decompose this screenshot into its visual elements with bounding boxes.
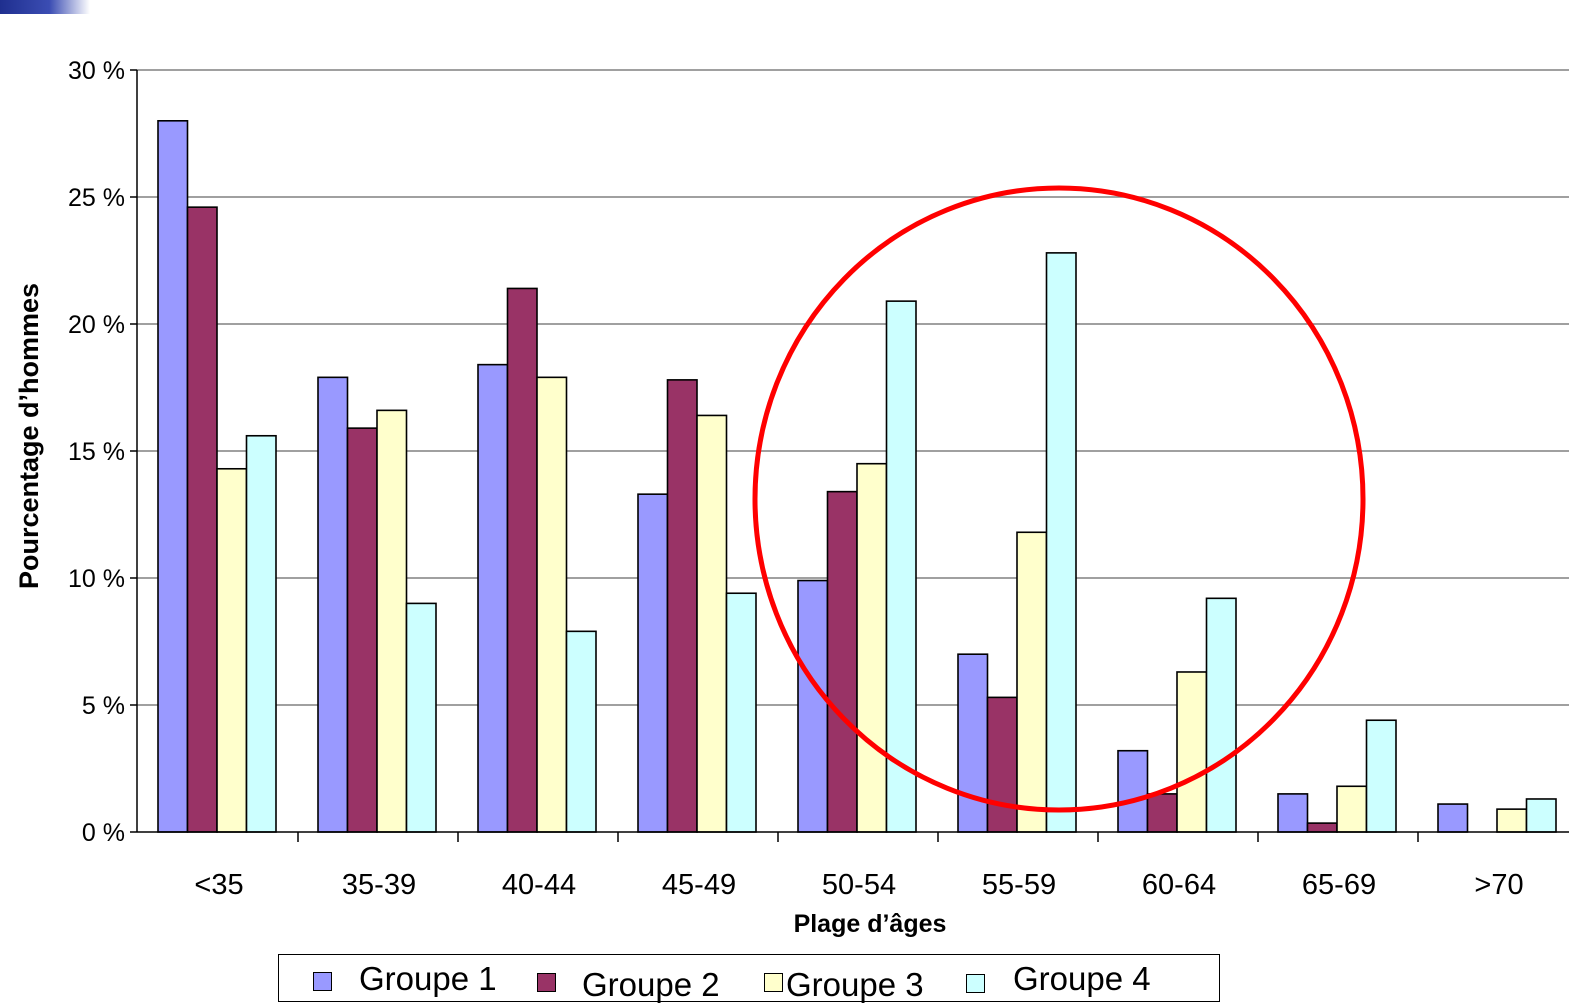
bars bbox=[157, 120, 1557, 833]
y-tick-label: 25 % bbox=[68, 184, 125, 212]
bar-groupe-3 bbox=[536, 376, 568, 833]
bar-groupe-1 bbox=[1117, 749, 1149, 833]
bar-groupe-4 bbox=[405, 602, 437, 833]
bar-groupe-1 bbox=[957, 653, 989, 833]
bar-groupe-1 bbox=[1277, 793, 1309, 833]
bar-groupe-1 bbox=[1437, 803, 1469, 833]
x-tick-label: >70 bbox=[1474, 869, 1523, 901]
bar-groupe-3 bbox=[216, 467, 248, 833]
bar-groupe-3 bbox=[696, 414, 728, 833]
legend-label: Groupe 2 bbox=[582, 966, 720, 1003]
legend-swatch bbox=[537, 973, 556, 992]
axes bbox=[130, 69, 1569, 842]
bar-groupe-2 bbox=[986, 696, 1018, 833]
bar-groupe-4 bbox=[245, 434, 277, 833]
bar-groupe-2 bbox=[1146, 793, 1178, 833]
bar-groupe-1 bbox=[477, 363, 509, 833]
x-tick-label: 60-64 bbox=[1142, 869, 1216, 901]
bar-groupe-2 bbox=[506, 287, 538, 833]
x-tick-label: 45-49 bbox=[662, 869, 736, 901]
bar-groupe-1 bbox=[797, 579, 829, 833]
bar-groupe-4 bbox=[885, 300, 917, 833]
x-tick-label: 50-54 bbox=[822, 869, 896, 901]
bar-groupe-3 bbox=[1176, 671, 1208, 833]
bar-groupe-3 bbox=[856, 462, 888, 833]
y-tick-label: 15 % bbox=[68, 438, 125, 466]
bar-groupe-4 bbox=[725, 592, 757, 833]
bar-groupe-1 bbox=[157, 120, 189, 833]
legend-swatch bbox=[764, 973, 783, 992]
y-tick-label: 0 % bbox=[82, 819, 125, 847]
y-tick-label: 5 % bbox=[82, 692, 125, 720]
y-tick-label: 30 % bbox=[68, 57, 125, 85]
legend: Groupe 1 Groupe 2 Groupe 3 Groupe 4 bbox=[278, 954, 1220, 1002]
legend-label: Groupe 3 bbox=[786, 966, 924, 1003]
bar-groupe-1 bbox=[317, 376, 349, 833]
bar-groupe-4 bbox=[1525, 798, 1557, 833]
bar-groupe-2 bbox=[826, 490, 858, 833]
y-tick-label: 20 % bbox=[68, 311, 125, 339]
x-tick-label: 65-69 bbox=[1302, 869, 1376, 901]
bar-groupe-2 bbox=[1306, 822, 1338, 833]
bar-groupe-4 bbox=[1045, 252, 1077, 833]
bar-groupe-4 bbox=[1365, 719, 1397, 833]
legend-label: Groupe 1 bbox=[359, 960, 497, 997]
bar-groupe-4 bbox=[565, 630, 597, 833]
tick-labels: 0 % 5 % 10 % 15 % 20 % 25 % 30 % <35 35-39 40-44 4… bbox=[68, 57, 1524, 901]
y-tick-label: 10 % bbox=[68, 565, 125, 593]
x-axis-title: Plage d’âges bbox=[794, 910, 947, 938]
legend-swatch bbox=[966, 974, 985, 993]
bar-groupe-3 bbox=[1336, 785, 1368, 833]
bar-groupe-4 bbox=[1205, 597, 1237, 833]
corner-decoration bbox=[0, 0, 90, 14]
bar-groupe-3 bbox=[376, 409, 408, 833]
bar-groupe-2 bbox=[186, 206, 218, 833]
bar-groupe-2 bbox=[666, 379, 698, 833]
bar-groupe-3 bbox=[1496, 808, 1528, 833]
x-tick-label: <35 bbox=[194, 869, 243, 901]
legend-swatch bbox=[313, 972, 332, 991]
y-axis-title: Pourcentage d’hommes bbox=[14, 283, 44, 589]
highlight-circle bbox=[752, 185, 1366, 813]
bar-groupe-2 bbox=[346, 427, 378, 833]
legend-label: Groupe 4 bbox=[1013, 960, 1151, 997]
x-tick-label: 40-44 bbox=[502, 869, 576, 901]
x-tick-label: 35-39 bbox=[342, 869, 416, 901]
bar-groupe-3 bbox=[1016, 531, 1048, 833]
x-tick-label: 55-59 bbox=[982, 869, 1056, 901]
bar-groupe-1 bbox=[637, 493, 669, 833]
